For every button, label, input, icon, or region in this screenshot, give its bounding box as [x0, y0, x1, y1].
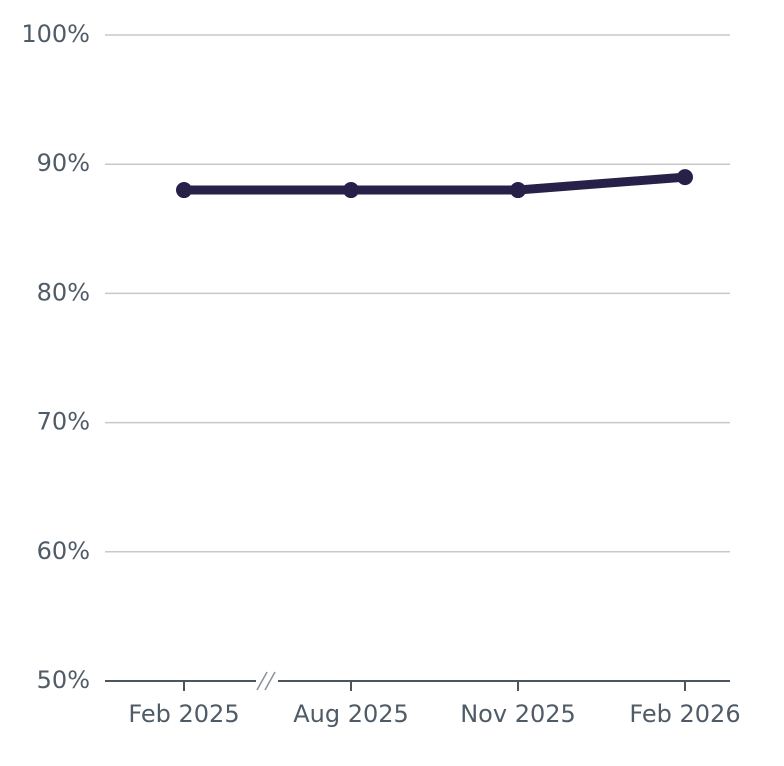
y-tick-label: 100%	[21, 20, 90, 48]
y-tick-label: 80%	[37, 278, 90, 306]
y-tick-label: 70%	[37, 408, 90, 436]
axis-break	[256, 671, 268, 691]
axis-break	[264, 671, 276, 691]
x-tick-label: Feb 2025	[128, 700, 239, 728]
data-point	[510, 182, 526, 199]
y-tick-label: 50%	[37, 666, 90, 694]
y-tick-label: 60%	[37, 537, 90, 565]
data-point	[176, 182, 192, 199]
x-tick-label: Aug 2025	[293, 700, 409, 728]
y-tick-label: 90%	[37, 149, 90, 177]
x-tick-label: Feb 2026	[629, 700, 740, 728]
x-tick-label: Nov 2025	[460, 700, 576, 728]
data-point	[677, 169, 693, 186]
data-line	[184, 172, 686, 195]
data-point	[343, 182, 359, 199]
